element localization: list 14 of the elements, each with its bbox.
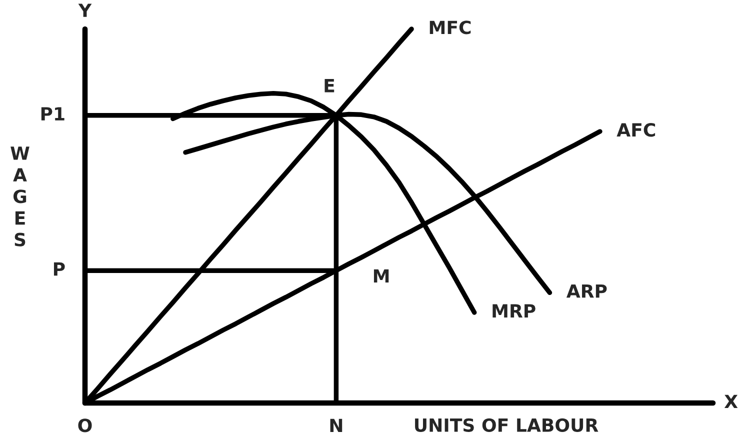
y-axis-title: WAGES (10, 146, 30, 246)
series-label: MFC (430, 20, 471, 34)
annotation: M (374, 269, 389, 283)
annotation: E (324, 79, 334, 92)
text: Y (78, 4, 92, 17)
annotation: P (54, 262, 65, 276)
text: X (724, 394, 738, 408)
series-label: MRP (492, 304, 536, 318)
x-tick-label: O (78, 418, 92, 432)
annotation: P1 (41, 107, 64, 120)
x-axis-title: UNITS OF LABOUR (415, 418, 598, 432)
series-label: AFC (616, 123, 656, 137)
x-tick-label: N (330, 418, 342, 432)
series-label: ARP (566, 284, 607, 298)
